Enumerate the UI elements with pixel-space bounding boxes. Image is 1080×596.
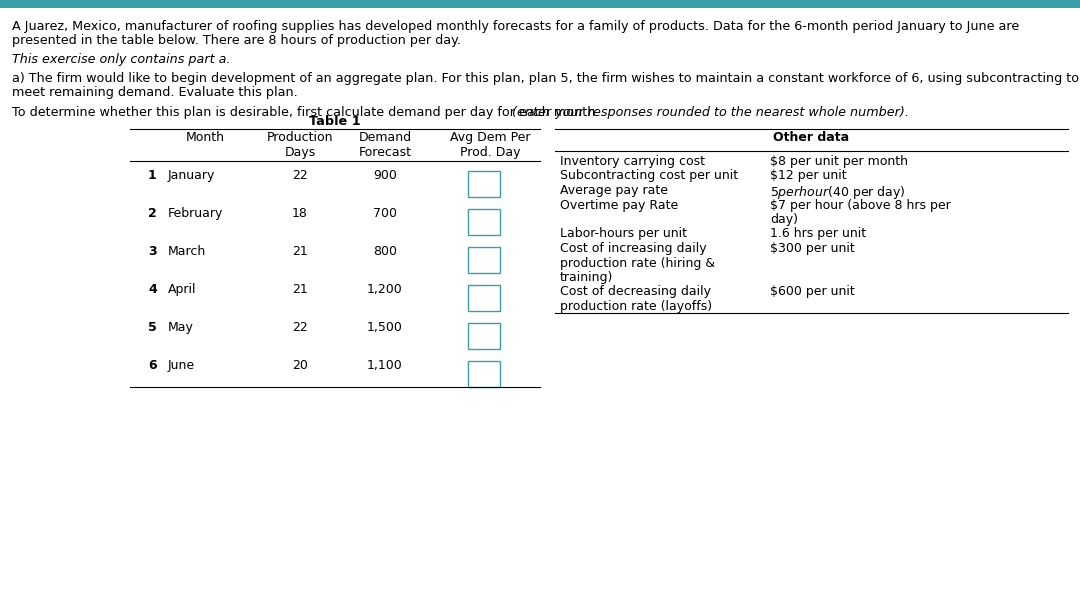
Bar xyxy=(468,361,500,387)
Text: 3: 3 xyxy=(148,245,157,258)
Bar xyxy=(468,209,500,235)
Text: Production
Days: Production Days xyxy=(267,131,334,159)
Text: 6: 6 xyxy=(148,359,157,372)
Bar xyxy=(468,285,500,311)
Text: To determine whether this plan is desirable, first calculate demand per day for : To determine whether this plan is desira… xyxy=(12,106,599,119)
Text: Demand
Forecast: Demand Forecast xyxy=(359,131,411,159)
Text: This exercise only contains part a.: This exercise only contains part a. xyxy=(12,53,230,66)
Text: Cost of decreasing daily: Cost of decreasing daily xyxy=(561,285,711,299)
Text: Other data: Other data xyxy=(773,131,850,144)
Text: 21: 21 xyxy=(292,283,308,296)
Text: training): training) xyxy=(561,271,613,284)
Text: meet remaining demand. Evaluate this plan.: meet remaining demand. Evaluate this pla… xyxy=(12,86,298,99)
Text: Labor-hours per unit: Labor-hours per unit xyxy=(561,228,687,241)
Text: 22: 22 xyxy=(292,321,308,334)
Text: Inventory carrying cost: Inventory carrying cost xyxy=(561,155,705,168)
Text: $12 per unit: $12 per unit xyxy=(770,169,847,182)
Text: 4: 4 xyxy=(148,283,157,296)
Text: Month: Month xyxy=(186,131,225,144)
Text: Average pay rate: Average pay rate xyxy=(561,184,669,197)
Text: February: February xyxy=(168,207,224,220)
Bar xyxy=(468,171,500,197)
Text: Avg Dem Per
Prod. Day: Avg Dem Per Prod. Day xyxy=(449,131,530,159)
Text: $5 per hour ($40 per day): $5 per hour ($40 per day) xyxy=(770,184,906,201)
Text: 1.6 hrs per unit: 1.6 hrs per unit xyxy=(770,228,866,241)
Text: January: January xyxy=(168,169,215,182)
Text: Cost of increasing daily: Cost of increasing daily xyxy=(561,242,706,255)
Text: 2: 2 xyxy=(148,207,157,220)
Text: May: May xyxy=(168,321,194,334)
Text: 18: 18 xyxy=(292,207,308,220)
Text: day): day) xyxy=(770,213,798,226)
Text: Overtime pay Rate: Overtime pay Rate xyxy=(561,198,678,212)
Text: 700: 700 xyxy=(373,207,397,220)
Text: 5: 5 xyxy=(148,321,157,334)
Text: June: June xyxy=(168,359,195,372)
Text: (enter your responses rounded to the nearest whole number).: (enter your responses rounded to the nea… xyxy=(512,106,909,119)
Text: production rate (hiring &: production rate (hiring & xyxy=(561,256,715,269)
Text: $600 per unit: $600 per unit xyxy=(770,285,854,299)
Text: Table 1: Table 1 xyxy=(309,115,361,128)
Text: presented in the table below. There are 8 hours of production per day.: presented in the table below. There are … xyxy=(12,34,461,47)
Text: 1,500: 1,500 xyxy=(367,321,403,334)
Text: production rate (layoffs): production rate (layoffs) xyxy=(561,300,712,313)
Text: 800: 800 xyxy=(373,245,397,258)
Text: 22: 22 xyxy=(292,169,308,182)
Text: Subcontracting cost per unit: Subcontracting cost per unit xyxy=(561,169,738,182)
Bar xyxy=(468,323,500,349)
Bar xyxy=(0,0,1080,8)
Text: 1: 1 xyxy=(148,169,157,182)
Text: 1,200: 1,200 xyxy=(367,283,403,296)
Text: 21: 21 xyxy=(292,245,308,258)
Text: A Juarez, Mexico, manufacturer of roofing supplies has developed monthly forecas: A Juarez, Mexico, manufacturer of roofin… xyxy=(12,20,1020,33)
Text: $7 per hour (above 8 hrs per: $7 per hour (above 8 hrs per xyxy=(770,198,950,212)
Text: $300 per unit: $300 per unit xyxy=(770,242,854,255)
Text: $8 per unit per month: $8 per unit per month xyxy=(770,155,908,168)
Text: 900: 900 xyxy=(373,169,397,182)
Text: April: April xyxy=(168,283,197,296)
Text: March: March xyxy=(168,245,206,258)
Text: 1,100: 1,100 xyxy=(367,359,403,372)
Bar xyxy=(468,247,500,273)
Text: a) The firm would like to begin development of an aggregate plan. For this plan,: a) The firm would like to begin developm… xyxy=(12,72,1079,85)
Text: 20: 20 xyxy=(292,359,308,372)
